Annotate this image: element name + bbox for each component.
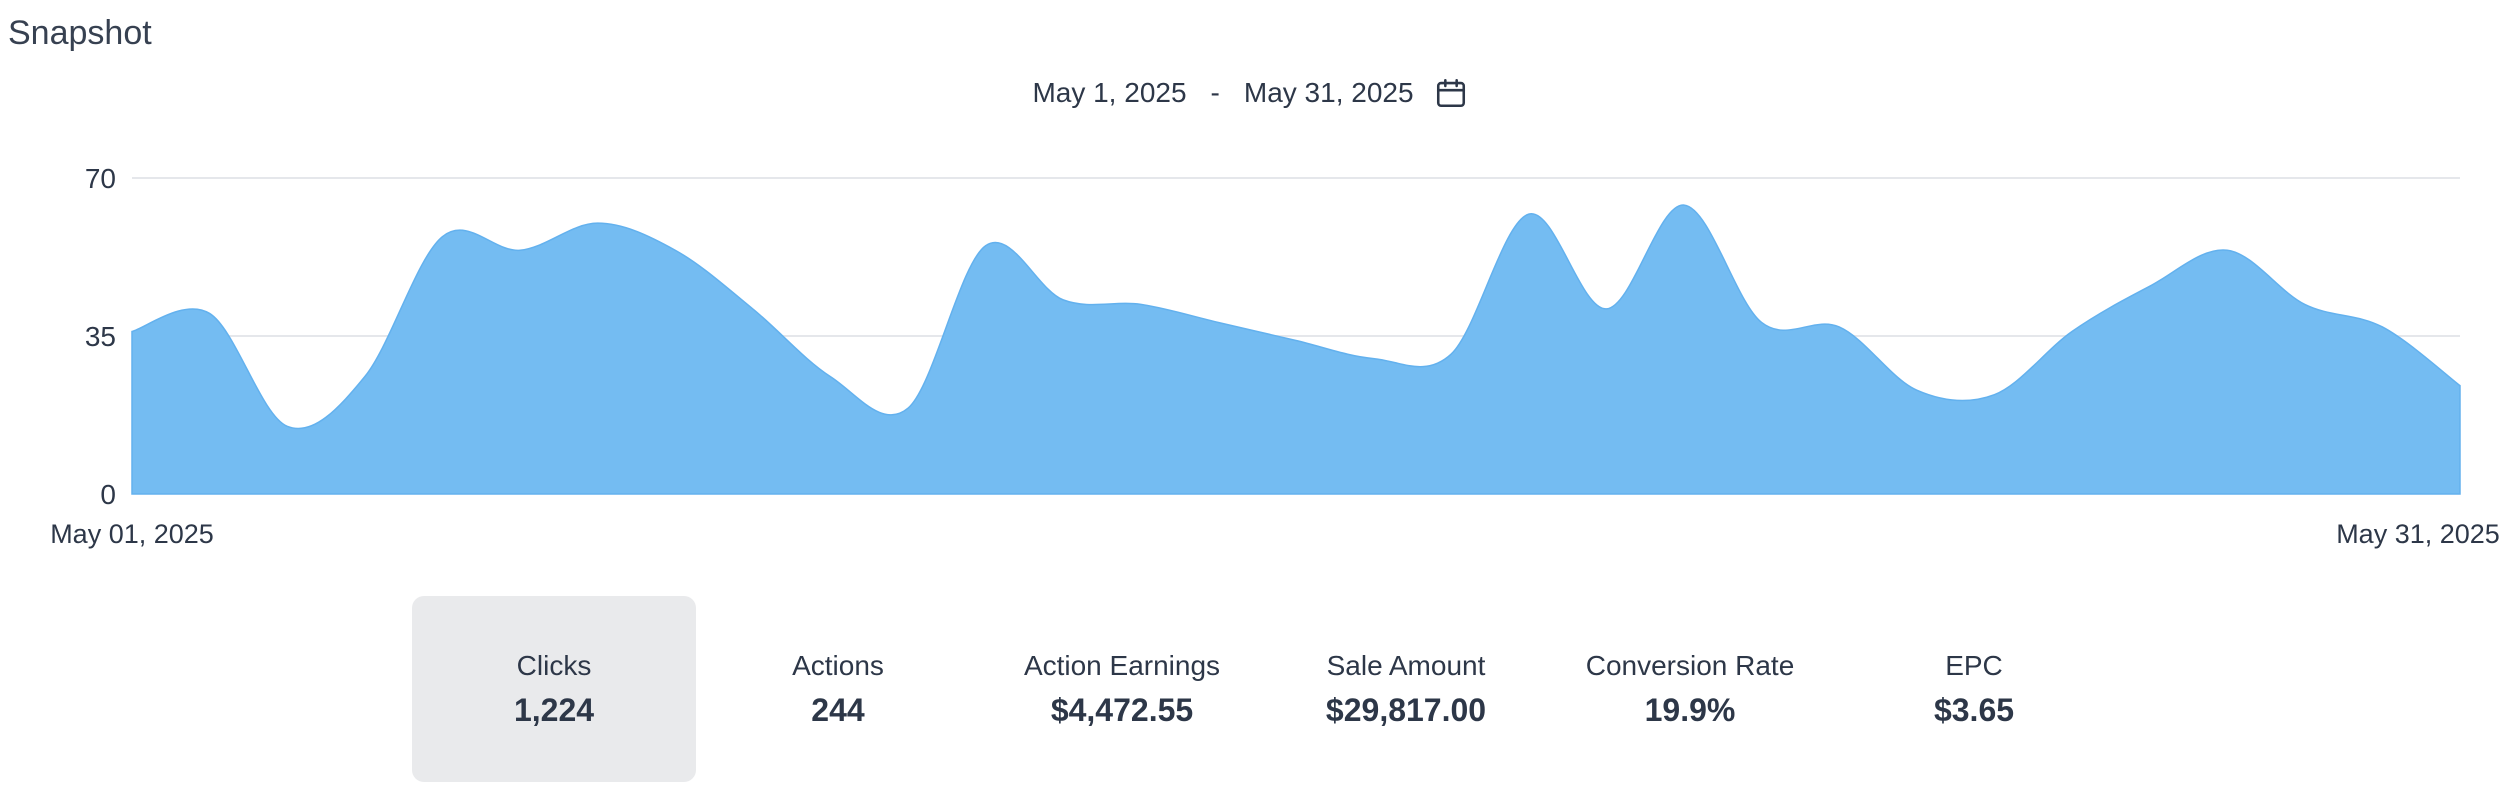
kpi-tile-clicks[interactable]: Clicks 1,224 [412,596,696,782]
y-tick-label: 0 [100,479,116,510]
kpi-label: Sale Amount [1326,649,1486,681]
date-range-start[interactable]: May 1, 2025 [1032,77,1187,108]
kpi-value: $3.65 [1933,691,2015,728]
kpi-label: Actions [792,649,884,681]
kpi-label: Clicks [516,649,592,681]
date-range-picker[interactable]: May 1, 2025 - May 31, 2025 [0,68,2500,118]
x-axis-start-label: May 01, 2025 [50,519,214,549]
kpi-value: 19.9% [1644,691,1736,728]
kpi-value: $29,817.00 [1325,691,1487,728]
date-range-end[interactable]: May 31, 2025 [1243,77,1414,108]
y-tick-label: 35 [85,321,116,352]
y-tick-label: 70 [85,163,116,194]
kpi-tile-action-earnings[interactable]: Action Earnings $4,472.55 [980,596,1264,782]
kpi-value: 244 [811,691,865,728]
kpi-tile-sale-amount[interactable]: Sale Amount $29,817.00 [1264,596,1548,782]
clicks-area-chart: 0 35 70 May 01, 2025 May 31, 2025 [50,163,2500,549]
date-range-separator: - [1210,77,1220,108]
kpi-tile-actions[interactable]: Actions 244 [696,596,980,782]
kpi-label: Conversion Rate [1585,649,1795,681]
x-axis-end-label: May 31, 2025 [2336,519,2500,549]
calendar-icon[interactable] [1434,76,1468,110]
kpi-tile-epc[interactable]: EPC $3.65 [1832,596,2116,782]
kpi-label: Action Earnings [1023,649,1221,681]
y-axis-ticks: 0 35 70 [85,163,116,510]
area-series [131,204,2461,495]
kpi-row: Clicks 1,224 Actions 244 Action Earnings… [412,596,2116,782]
kpi-label: EPC [1945,649,2003,681]
x-axis-labels: May 01, 2025 May 31, 2025 [50,519,2500,549]
kpi-tile-conversion-rate[interactable]: Conversion Rate 19.9% [1548,596,1832,782]
kpi-value: 1,224 [513,691,595,728]
kpi-value: $4,472.55 [1050,691,1194,728]
page-title: Snapshot [8,14,152,52]
clicks-area [131,204,2461,495]
